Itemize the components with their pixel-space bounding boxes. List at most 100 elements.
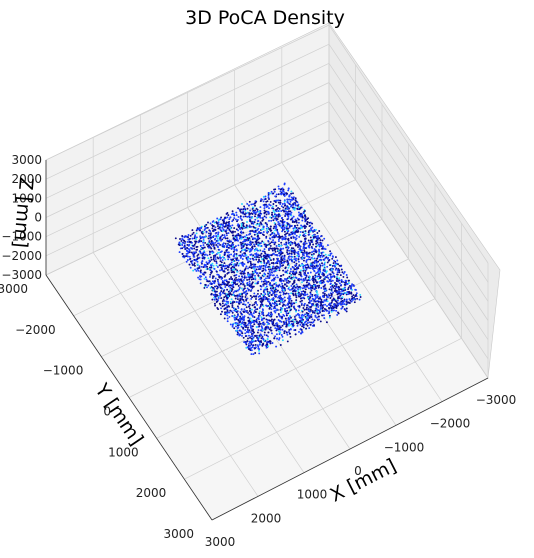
poca-point	[347, 293, 350, 295]
poca-point	[199, 244, 202, 247]
poca-point	[234, 268, 237, 271]
poca-point	[227, 300, 230, 303]
poca-point	[250, 337, 253, 340]
poca-point	[297, 309, 300, 312]
poca-point	[303, 242, 306, 244]
poca-point	[341, 271, 344, 274]
poca-point	[263, 211, 266, 214]
poca-point	[253, 243, 256, 246]
poca-point	[312, 275, 315, 278]
poca-point	[297, 253, 300, 256]
poca-point	[305, 323, 308, 326]
poca-point	[289, 242, 292, 245]
poca-point	[306, 263, 309, 266]
poca-point	[326, 261, 329, 264]
poca-point	[304, 313, 307, 316]
poca-point	[333, 309, 335, 312]
poca-point	[295, 259, 298, 262]
poca-point	[317, 297, 320, 300]
poca-point	[267, 272, 270, 275]
poca-point	[342, 272, 345, 275]
poca-point	[271, 213, 273, 216]
poca-point	[336, 291, 338, 294]
poca-point	[285, 323, 288, 326]
poca-point	[266, 288, 269, 291]
poca-point	[204, 271, 207, 274]
poca-point	[209, 237, 212, 240]
poca-point	[222, 236, 225, 239]
poca-point	[270, 312, 273, 315]
poca-point	[240, 282, 242, 285]
poca-point	[213, 302, 216, 305]
poca-point	[287, 292, 290, 295]
poca-point	[256, 282, 259, 285]
poca-point	[250, 308, 253, 311]
poca-point	[210, 247, 213, 250]
poca-point	[195, 236, 198, 239]
poca-point	[250, 313, 253, 316]
poca-point	[232, 218, 235, 221]
poca-point	[215, 293, 218, 296]
poca-point	[320, 287, 323, 289]
poca-point	[239, 228, 242, 230]
poca-point	[276, 325, 279, 328]
poca-point	[270, 269, 273, 272]
poca-point	[290, 190, 293, 193]
poca-point	[243, 325, 246, 327]
poca-point	[283, 330, 286, 333]
poca-point	[318, 309, 321, 312]
poca-point	[316, 232, 319, 234]
poca-point	[217, 227, 220, 230]
poca-point	[265, 213, 268, 216]
poca-point	[188, 263, 191, 266]
poca-point	[188, 243, 191, 246]
poca-point	[298, 305, 301, 308]
poca-point	[216, 266, 219, 268]
poca-point	[272, 192, 275, 195]
poca-point	[302, 212, 305, 215]
poca-point	[290, 192, 293, 195]
poca-point	[283, 192, 286, 195]
poca-point	[186, 259, 189, 261]
poca-point	[260, 252, 263, 255]
poca-point	[224, 312, 227, 315]
poca-point	[334, 281, 336, 284]
poca-point	[319, 239, 322, 242]
poca-point	[231, 210, 234, 213]
poca-point	[234, 230, 236, 233]
poca-point	[281, 328, 284, 331]
poca-point	[261, 322, 264, 325]
poca-point	[179, 247, 182, 250]
poca-point	[250, 288, 253, 291]
poca-point	[224, 258, 227, 261]
poca-point	[256, 331, 259, 334]
poca-point	[311, 321, 314, 324]
x-tick-label: −2000	[430, 417, 471, 431]
poca-point	[338, 296, 341, 299]
poca-point	[285, 246, 288, 249]
poca-point	[230, 231, 233, 234]
poca-point	[305, 255, 308, 258]
poca-point	[329, 250, 332, 253]
poca-point	[322, 254, 325, 257]
poca-point	[320, 298, 323, 301]
poca-point	[265, 318, 268, 321]
poca-point	[296, 231, 299, 233]
poca-point	[270, 262, 273, 265]
poca-point	[243, 300, 245, 303]
poca-point	[293, 302, 296, 305]
poca-point	[250, 230, 252, 232]
poca-point	[312, 261, 314, 264]
poca-point	[232, 286, 235, 289]
poca-point	[334, 299, 337, 302]
poca-point	[294, 333, 297, 336]
poca-point	[278, 261, 281, 264]
poca-point	[300, 321, 303, 324]
y-tick-label: −3000	[0, 282, 28, 296]
poca-point	[274, 294, 276, 297]
poca-point	[303, 308, 306, 311]
poca-point	[248, 313, 251, 316]
poca-point	[189, 266, 192, 269]
poca-point	[279, 295, 282, 298]
poca-point	[223, 251, 226, 254]
